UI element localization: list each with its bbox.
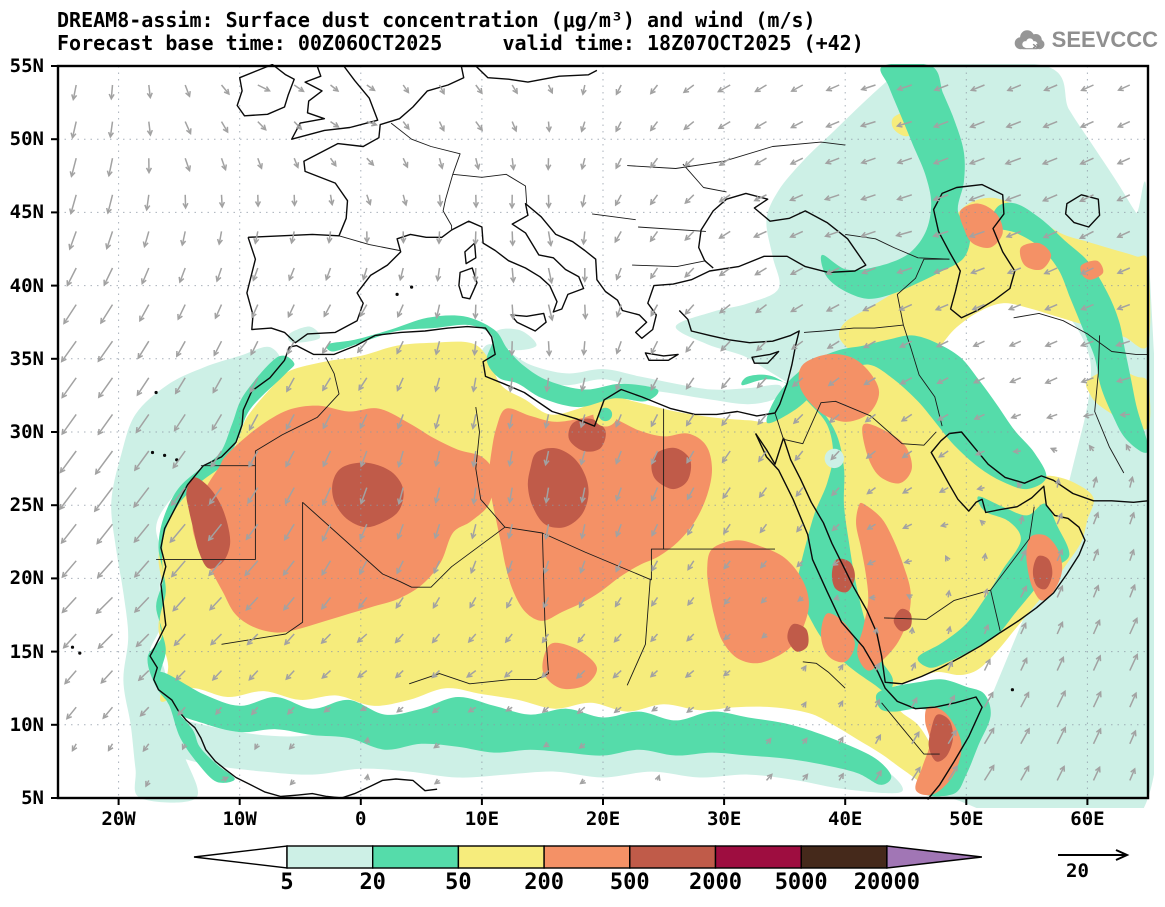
x-axis-label: 20E [585,808,621,830]
colorbar-level-label: 50 [445,870,472,895]
colorbar-level-label: 20 [359,870,386,895]
y-axis-label: 5N [21,787,44,809]
logo-text: SEEVCCC [1051,27,1158,52]
y-axis-label: 50N [9,128,44,151]
colorbar-level-label: 5 [280,870,294,895]
x-axis-label: 20W [101,808,136,830]
colorbar-level-label: 20000 [853,870,920,895]
x-axis-label: 60E [1070,808,1105,830]
y-axis-label: 15N [9,640,44,663]
y-axis-label: 35N [9,347,44,370]
y-axis-label: 40N [9,274,44,297]
colorbar: 5 20 50 200 500 2000 5000 20000 [190,840,1000,904]
x-axis-label: 0 [355,808,367,830]
x-axis-label: 50E [949,808,984,830]
x-axis-label: 10E [464,808,500,830]
y-axis-label: 55N [9,55,44,77]
wind-reference-arrow-icon [1058,849,1130,861]
y-axis-label: 20N [9,567,44,590]
map-canvas [51,64,1154,808]
colorbar-level-label: 200 [524,870,564,895]
y-axis-label: 30N [9,421,44,443]
y-axis-label: 45N [9,201,44,224]
cloud-logo-icon [1014,30,1045,50]
x-axis-label: 10W [222,808,257,830]
colorbar-level-label: 500 [609,870,650,895]
wind-reference-legend: 20 [1050,842,1162,894]
y-axis-label: 10N [9,713,44,736]
colorbar-level-label: 2000 [689,870,742,895]
page-title: DREAM8-assim: Surface dust concentration… [57,8,816,32]
x-axis-label: 40E [828,808,863,830]
page-subtitle: Forecast base time: 00Z06OCT2025 valid t… [57,31,864,55]
colorbar-level-label: 5000 [774,870,828,895]
x-axis-label: 30E [706,808,742,830]
wind-reference-value: 20 [1066,860,1089,882]
seevccc-logo: SEEVCCC [1012,18,1158,62]
colorbar-scale [193,845,982,869]
y-axis-label: 25N [9,494,44,517]
